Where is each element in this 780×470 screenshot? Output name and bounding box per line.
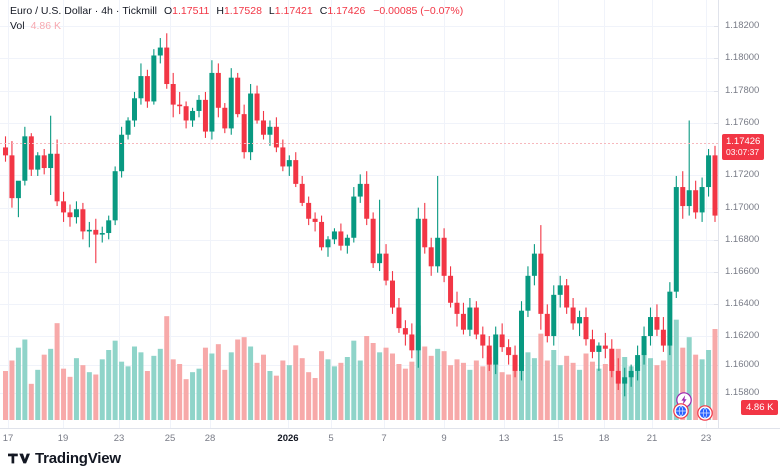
price-tick: 1.17200 [725,170,759,180]
time-tick: 25 [165,433,176,444]
time-tick: 23 [114,433,125,444]
tradingview-logo[interactable]: TradingView [8,450,121,467]
tradingview-chart-widget: Euro / U.S. Dollar · 4h · Tickmill O1.17… [0,0,780,470]
time-tick: 21 [647,433,658,444]
price-tick: 1.16600 [725,267,759,277]
price-tick: 1.16000 [725,360,759,370]
price-tick: 1.16200 [725,331,759,341]
time-tick: 15 [553,433,564,444]
time-tick: 5 [328,433,333,444]
current-price-badge: 1.17426 03:07:37 [722,134,764,160]
volume-value-badge: 4.86 K [741,400,778,415]
price-tick: 1.17000 [725,203,759,213]
price-tick: 1.16400 [725,299,759,309]
time-tick: 13 [499,433,510,444]
time-tick: 17 [3,433,14,444]
price-tick: 1.17800 [725,86,759,96]
price-tick: 1.18000 [725,53,759,63]
price-tick: 1.16800 [725,235,759,245]
current-price-line [0,0,718,428]
price-tick: 1.17600 [725,118,759,128]
chart-plot-area[interactable] [0,0,718,428]
time-axis[interactable]: 17 19 23 25 28 2026 5 7 9 13 15 18 21 23 [0,428,780,449]
globe-icon-2[interactable] [697,405,713,426]
time-tick: 18 [599,433,610,444]
time-tick: 23 [701,433,712,444]
time-tick: 7 [381,433,386,444]
tradingview-wordmark: TradingView [35,450,121,467]
current-price-countdown: 03:07:37 [726,147,760,157]
tradingview-mark-icon [8,452,30,465]
time-tick: 9 [441,433,446,444]
globe-icon-1[interactable] [673,403,689,424]
chart-footer: TradingView [0,448,780,470]
current-price-value: 1.17426 [726,136,760,147]
time-tick: 19 [58,433,69,444]
time-tick: 28 [205,433,216,444]
price-axis[interactable]: 1.17426 03:07:37 4.86 K 1.18200 1.18000 1.… [718,0,780,428]
price-tick: 1.18200 [725,21,759,31]
price-tick: 1.15800 [725,388,759,398]
time-tick: 2026 [277,433,298,444]
